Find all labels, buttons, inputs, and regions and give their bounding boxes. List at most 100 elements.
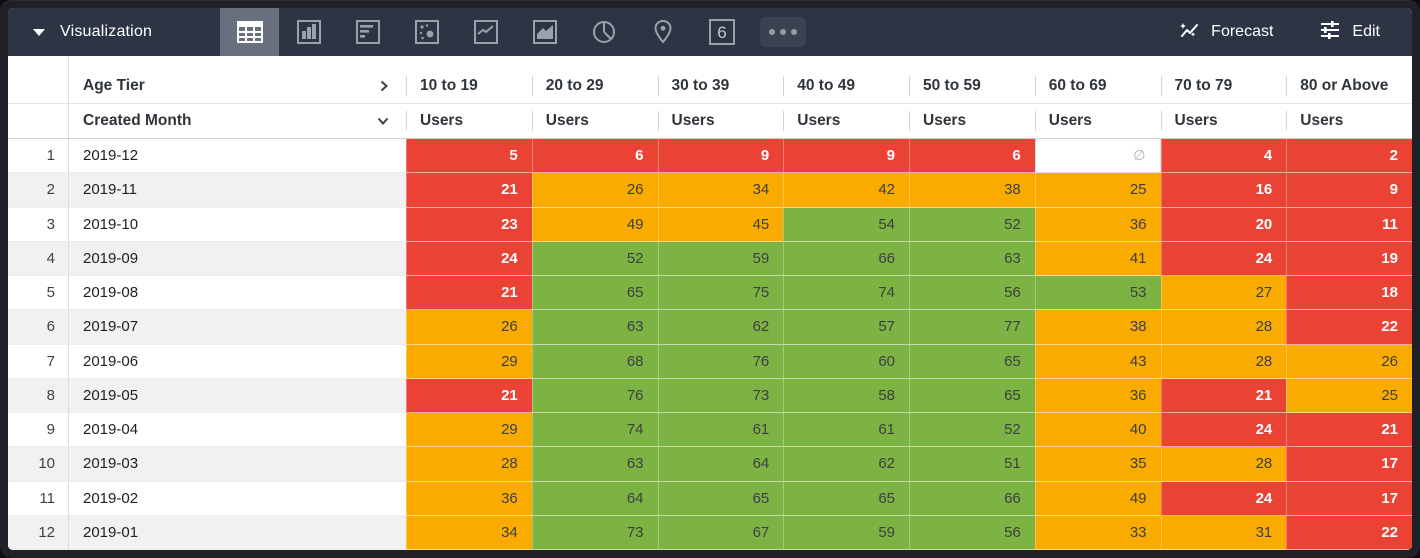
month-cell[interactable]: 2019-06 xyxy=(68,344,406,379)
data-cell[interactable]: 31 xyxy=(1160,515,1287,550)
data-cell[interactable]: 38 xyxy=(1034,310,1161,345)
data-cell[interactable]: 24 xyxy=(1160,481,1287,516)
data-cell[interactable]: 34 xyxy=(657,173,784,208)
data-cell[interactable]: 6 xyxy=(531,139,658,174)
pie-chart-button[interactable] xyxy=(574,8,633,56)
month-cell[interactable]: 2019-09 xyxy=(68,241,406,276)
data-cell[interactable]: 73 xyxy=(531,515,658,550)
data-cell[interactable]: 6 xyxy=(909,139,1035,174)
data-cell[interactable]: 17 xyxy=(1286,481,1412,516)
table-chart-button[interactable] xyxy=(220,8,279,56)
data-cell[interactable]: 63 xyxy=(531,310,658,345)
data-cell[interactable]: 57 xyxy=(783,310,909,345)
data-cell[interactable]: 19 xyxy=(1286,241,1412,276)
data-cell[interactable]: 63 xyxy=(909,241,1035,276)
row-dimension-header[interactable]: Age Tier xyxy=(68,56,406,103)
data-cell[interactable]: 62 xyxy=(783,447,909,482)
measure-header[interactable]: Users xyxy=(909,104,1035,138)
data-cell[interactable]: 51 xyxy=(909,447,1035,482)
column-header-60-to-69[interactable]: 60 to 69 xyxy=(1035,56,1161,103)
data-cell[interactable]: 21 xyxy=(1160,378,1287,413)
bar-chart-button[interactable] xyxy=(279,8,338,56)
column-dimension-header[interactable]: Created Month xyxy=(68,104,406,138)
data-cell[interactable]: 65 xyxy=(783,481,909,516)
more-chart-types-button[interactable] xyxy=(751,8,815,56)
data-cell[interactable]: 66 xyxy=(783,241,909,276)
data-cell[interactable]: 49 xyxy=(531,207,658,242)
data-cell[interactable]: 63 xyxy=(531,447,658,482)
data-cell[interactable]: 62 xyxy=(657,310,784,345)
data-cell[interactable]: 21 xyxy=(406,378,532,413)
forecast-button[interactable]: Forecast xyxy=(1178,20,1273,45)
data-cell[interactable]: 58 xyxy=(783,378,909,413)
data-cell[interactable]: 42 xyxy=(783,173,909,208)
data-cell[interactable]: 74 xyxy=(783,276,909,311)
data-cell[interactable]: 27 xyxy=(1160,276,1287,311)
month-cell[interactable]: 2019-08 xyxy=(68,276,406,311)
measure-header[interactable]: Users xyxy=(406,104,532,138)
data-cell[interactable]: 65 xyxy=(531,276,658,311)
data-cell[interactable]: 43 xyxy=(1034,344,1161,379)
column-header-70-to-79[interactable]: 70 to 79 xyxy=(1161,56,1287,103)
map-chart-button[interactable] xyxy=(633,8,692,56)
data-cell[interactable]: 25 xyxy=(1034,173,1161,208)
data-cell[interactable]: 52 xyxy=(909,207,1035,242)
data-cell[interactable]: 73 xyxy=(657,378,784,413)
data-cell[interactable]: 61 xyxy=(783,413,909,448)
data-cell[interactable]: 24 xyxy=(1160,413,1287,448)
data-cell[interactable]: 77 xyxy=(909,310,1035,345)
data-cell[interactable]: 52 xyxy=(909,413,1035,448)
data-cell[interactable]: 21 xyxy=(406,173,532,208)
month-cell[interactable]: 2019-04 xyxy=(68,413,406,448)
data-cell[interactable]: 26 xyxy=(531,173,658,208)
data-cell[interactable]: 61 xyxy=(657,413,784,448)
data-cell[interactable]: 28 xyxy=(1160,310,1287,345)
data-cell[interactable]: 11 xyxy=(1286,207,1412,242)
column-header-20-to-29[interactable]: 20 to 29 xyxy=(532,56,658,103)
data-cell[interactable]: 9 xyxy=(1286,173,1412,208)
data-cell[interactable]: 29 xyxy=(406,413,532,448)
horizontal-bar-chart-button[interactable] xyxy=(338,8,397,56)
data-cell[interactable]: 20 xyxy=(1160,207,1287,242)
column-header-40-to-49[interactable]: 40 to 49 xyxy=(783,56,909,103)
data-cell[interactable]: ∅ xyxy=(1034,139,1161,174)
data-cell[interactable]: 36 xyxy=(1034,207,1161,242)
measure-header[interactable]: Users xyxy=(1035,104,1161,138)
data-cell[interactable]: 59 xyxy=(657,241,784,276)
column-header-80-or-above[interactable]: 80 or Above xyxy=(1286,56,1412,103)
data-cell[interactable]: 24 xyxy=(1160,241,1287,276)
data-cell[interactable]: 17 xyxy=(1286,447,1412,482)
area-chart-button[interactable] xyxy=(515,8,574,56)
data-cell[interactable]: 23 xyxy=(406,207,532,242)
data-cell[interactable]: 33 xyxy=(1034,515,1161,550)
data-cell[interactable]: 40 xyxy=(1034,413,1161,448)
data-cell[interactable]: 74 xyxy=(531,413,658,448)
data-cell[interactable]: 52 xyxy=(531,241,658,276)
data-cell[interactable]: 56 xyxy=(909,276,1035,311)
data-cell[interactable]: 4 xyxy=(1160,139,1287,174)
data-cell[interactable]: 21 xyxy=(1286,413,1412,448)
data-cell[interactable]: 22 xyxy=(1286,515,1412,550)
data-cell[interactable]: 28 xyxy=(406,447,532,482)
column-header-10-to-19[interactable]: 10 to 19 xyxy=(406,56,532,103)
data-cell[interactable]: 76 xyxy=(657,344,784,379)
edit-button[interactable]: Edit xyxy=(1319,20,1380,45)
data-cell[interactable]: 16 xyxy=(1160,173,1287,208)
data-cell[interactable]: 75 xyxy=(657,276,784,311)
chevron-right-icon[interactable] xyxy=(378,79,390,93)
data-cell[interactable]: 67 xyxy=(657,515,784,550)
data-cell[interactable]: 35 xyxy=(1034,447,1161,482)
month-cell[interactable]: 2019-03 xyxy=(68,447,406,482)
column-header-50-to-59[interactable]: 50 to 59 xyxy=(909,56,1035,103)
data-cell[interactable]: 36 xyxy=(406,481,532,516)
month-cell[interactable]: 2019-12 xyxy=(68,139,406,174)
month-cell[interactable]: 2019-10 xyxy=(68,207,406,242)
data-cell[interactable]: 59 xyxy=(783,515,909,550)
data-cell[interactable]: 65 xyxy=(909,378,1035,413)
data-cell[interactable]: 60 xyxy=(783,344,909,379)
data-cell[interactable]: 41 xyxy=(1034,241,1161,276)
data-cell[interactable]: 24 xyxy=(406,241,532,276)
data-cell[interactable]: 54 xyxy=(783,207,909,242)
visualization-section-toggle[interactable]: Visualization xyxy=(8,8,220,56)
data-cell[interactable]: 28 xyxy=(1160,344,1287,379)
